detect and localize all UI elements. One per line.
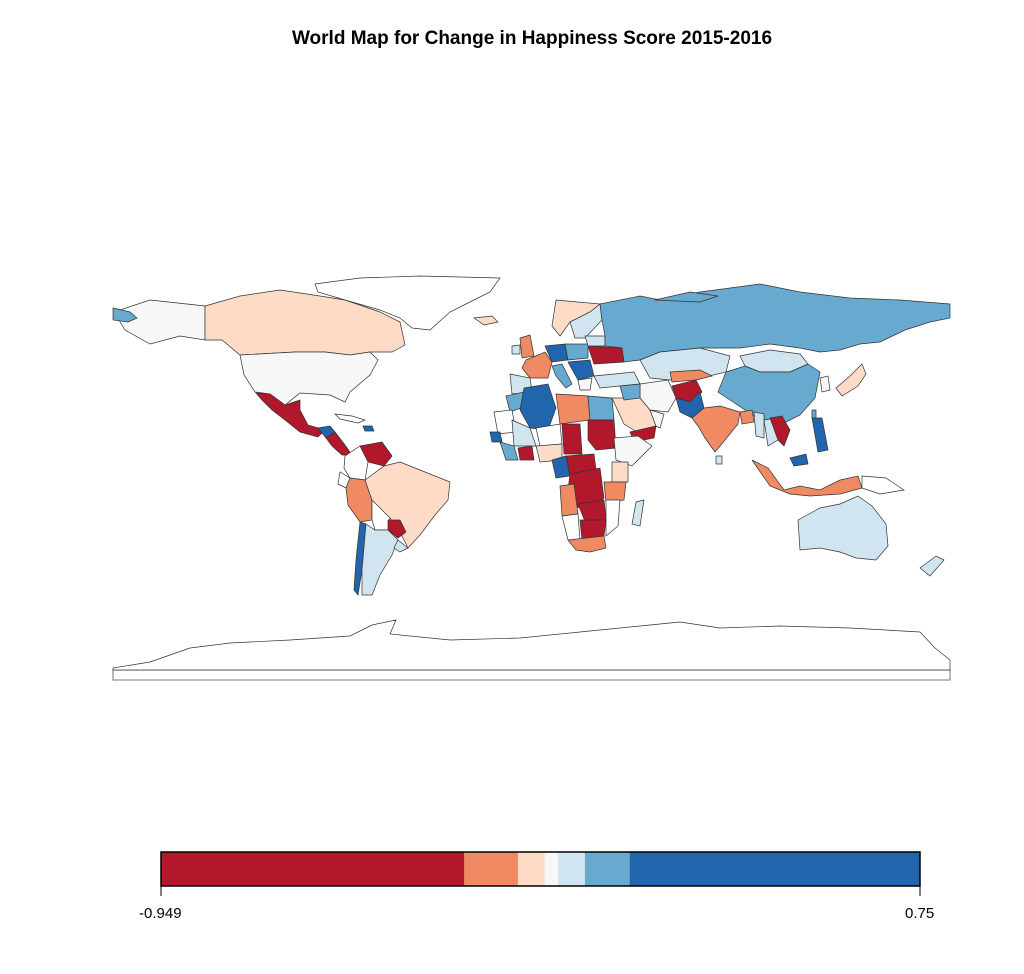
region-japan (835, 363, 867, 397)
region-bangladesh (739, 409, 755, 425)
region-russia (599, 283, 951, 363)
region-mozambique (605, 499, 621, 537)
region-myanmar (753, 411, 765, 439)
legend-bin-6 (629, 852, 920, 886)
legend-bin-3 (544, 852, 559, 886)
region-greece (577, 377, 593, 391)
region-philippines (811, 417, 829, 453)
legend-bin-4 (558, 852, 585, 886)
region-australia (797, 495, 889, 561)
legend-bin-1 (464, 852, 518, 886)
region-alaska-tip (112, 307, 138, 323)
region-tanzania (603, 481, 627, 503)
region-korea (819, 375, 831, 393)
region-cuba (334, 413, 367, 424)
region-paraguay (387, 519, 407, 539)
region-france (521, 351, 553, 379)
region-indonesia (751, 459, 863, 497)
region-usa (239, 351, 379, 406)
region-west-africa (499, 441, 519, 461)
legend-max-label: 0.75 (905, 905, 935, 922)
region-alaska (113, 299, 206, 345)
region-uzbek (669, 369, 714, 383)
region-novaya-zemlya (654, 291, 719, 303)
region-sri-lanka (715, 455, 723, 465)
map-title: World Map for Change in Happiness Score … (291, 28, 773, 49)
region-papua (861, 475, 905, 495)
region-ireland (511, 344, 521, 355)
region-dominican (362, 425, 375, 432)
region-kenya (611, 461, 629, 483)
region-south-africa (567, 535, 607, 553)
legend-frame (160, 851, 921, 887)
region-vietnam (769, 415, 791, 447)
region-uruguay (393, 539, 409, 553)
legend-bin-2 (517, 852, 545, 886)
region-italy (551, 363, 573, 389)
region-iraq (619, 383, 641, 401)
region-china (717, 363, 821, 426)
region-new-zealand (919, 555, 945, 577)
region-argentina (361, 523, 399, 596)
region-canada (204, 289, 406, 356)
region-india (691, 405, 741, 453)
region-malaysia (789, 453, 809, 467)
region-ethiopia (613, 435, 653, 467)
region-poland (564, 343, 589, 361)
region-madagascar (631, 499, 645, 527)
legend-bin-5 (584, 852, 630, 886)
legend-min-label: -0.949 (139, 905, 182, 922)
region-senegal (489, 431, 503, 443)
region-ghana (517, 445, 535, 461)
region-taiwan (811, 409, 817, 419)
region-antarctica (112, 619, 951, 671)
region-iceland (473, 315, 499, 326)
legend-bin-0 (161, 852, 465, 886)
region-oman (649, 409, 665, 429)
region-chad (561, 423, 583, 455)
region-sudan (587, 419, 617, 451)
region-uk (519, 334, 535, 359)
